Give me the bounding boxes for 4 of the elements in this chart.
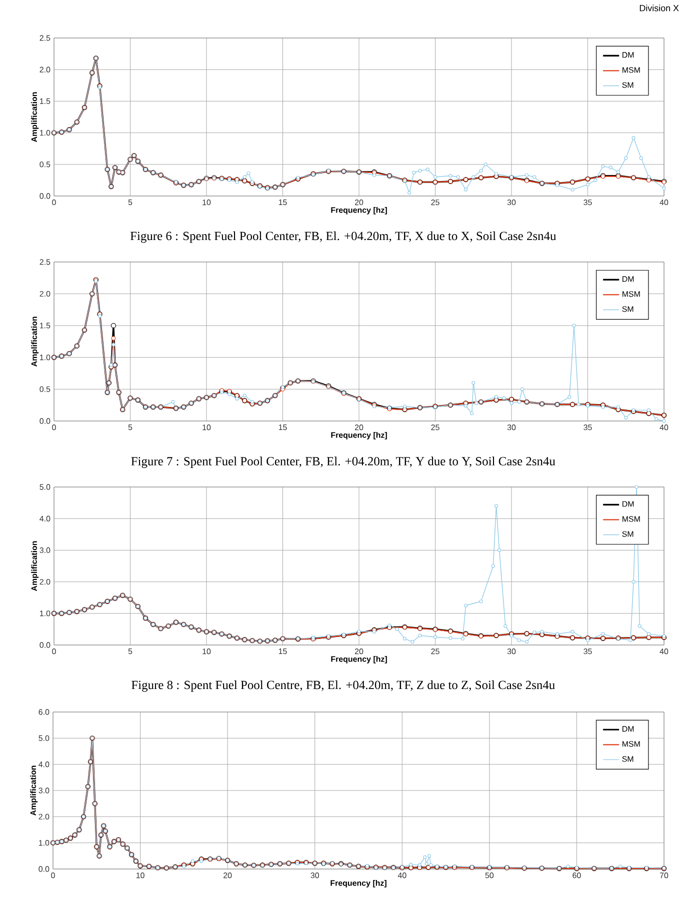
caption: Figure 6 : Spent Fuel Pool Center, FB, El. +04.20m, TF, X due to X, Soil Case 2sn4u [130, 231, 556, 243]
caption: Figure 7 : Spent Fuel Pool Center, FB, El. +04.20m, TF, Y due to Y, Soil Case 2sn4u [131, 456, 556, 468]
text: Division X [640, 4, 679, 12]
caption: Figure 8 : Spent Fuel Pool Centre, FB, El. +04.20m, TF, Z due to Z, Soil Case 2sn4u [132, 680, 555, 692]
